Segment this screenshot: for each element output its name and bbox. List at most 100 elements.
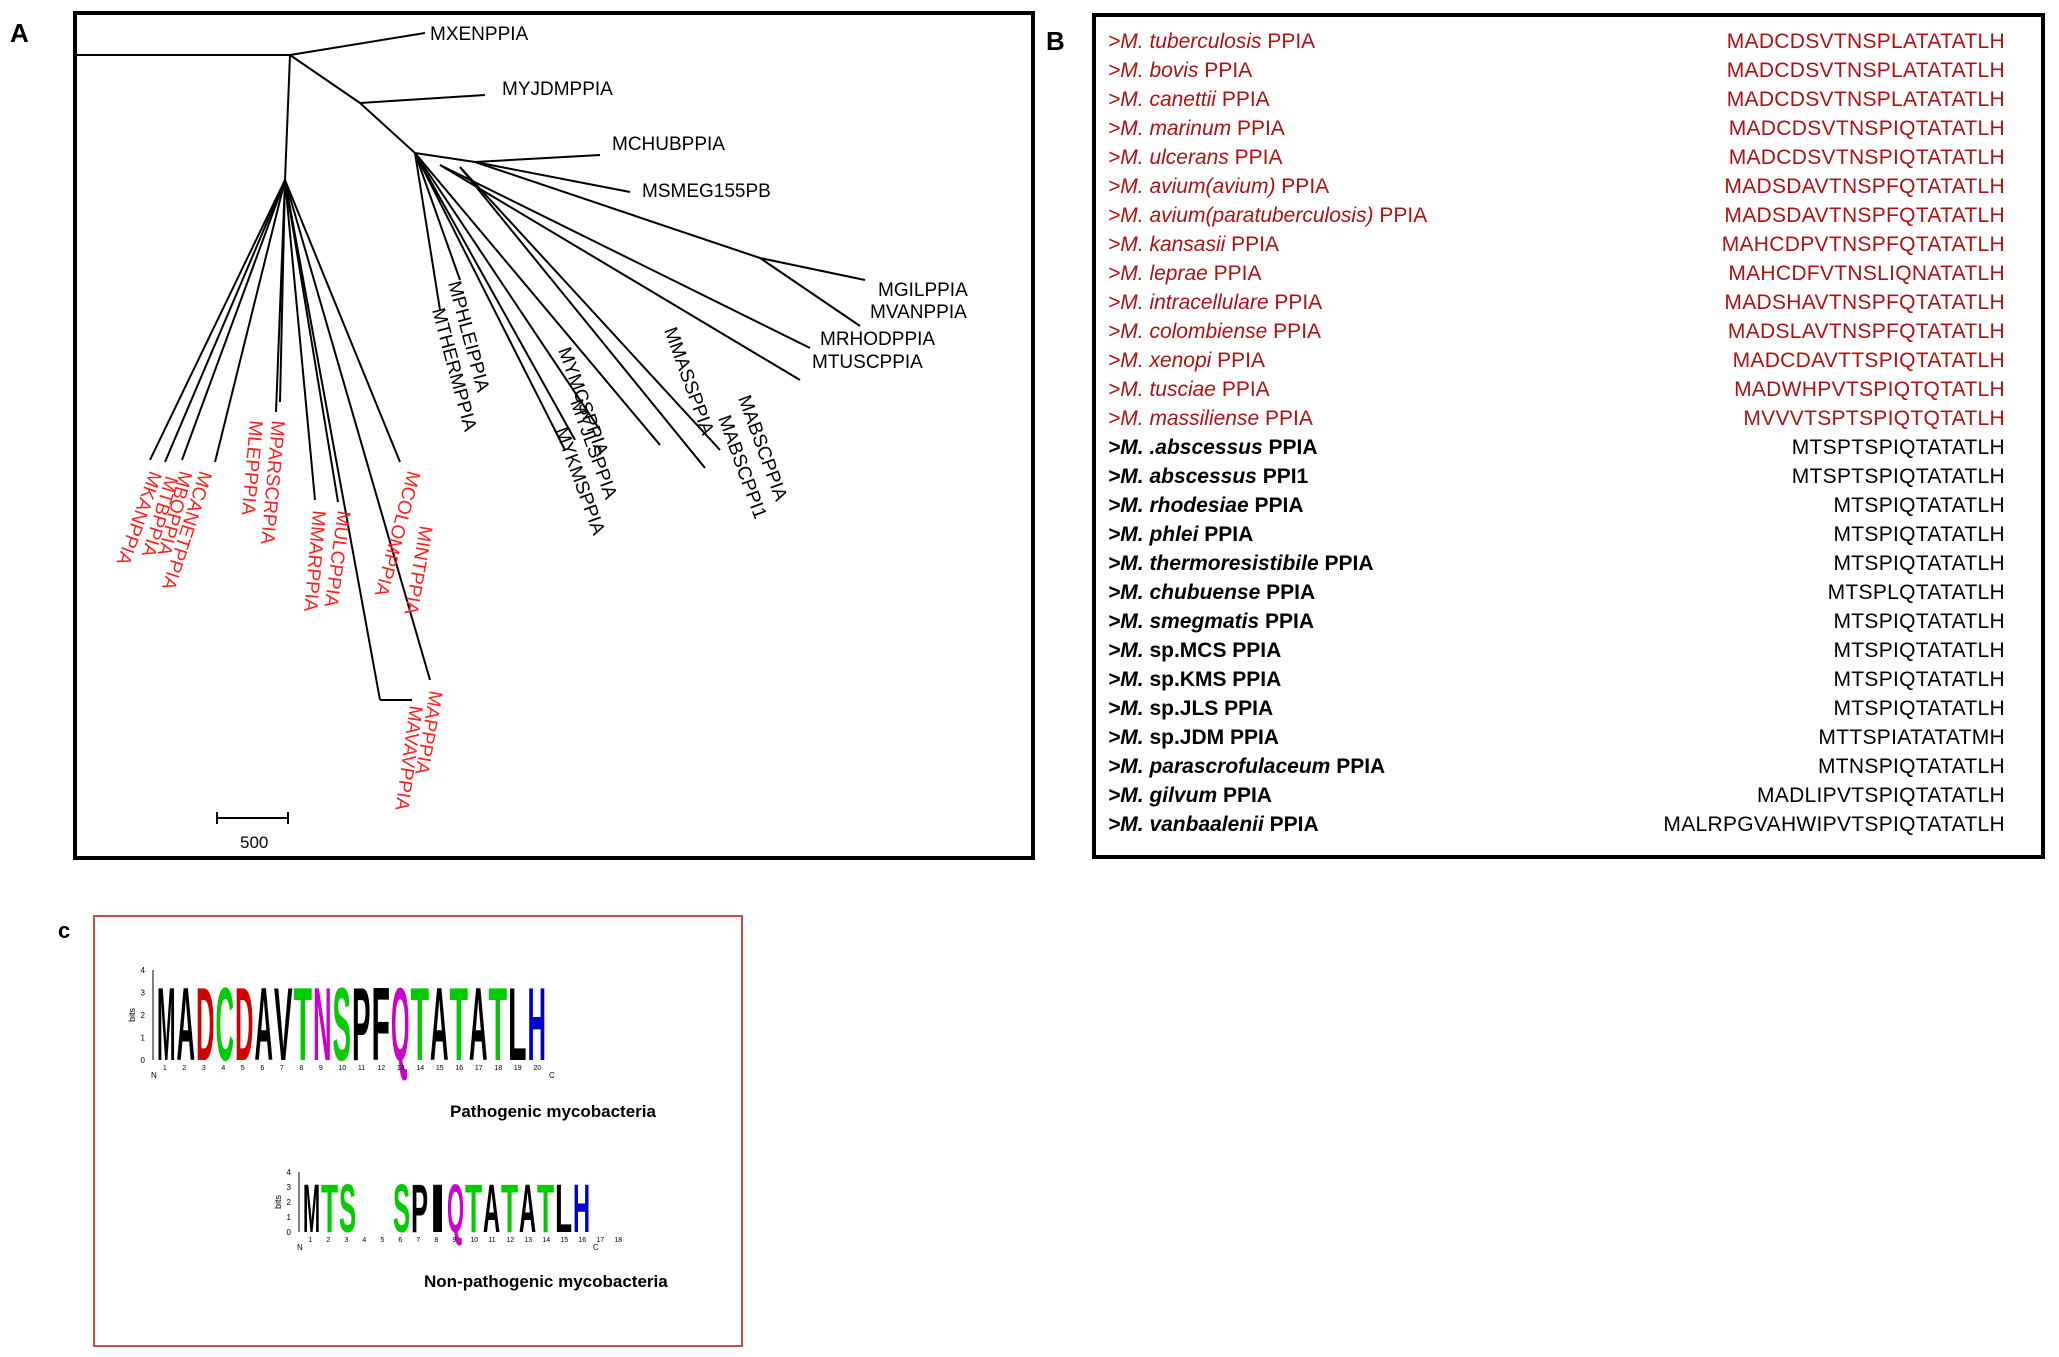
alignment-species-name: >M. avium(paratuberculosis) PPIA (1108, 204, 1428, 227)
tree-leaf-label: MVANPPIA (870, 302, 967, 323)
alignment-row: >M. ulcerans PPIA MADCDSVTNSPIQTATATLH (1108, 143, 2029, 172)
logo-position: 4 (362, 1237, 366, 1244)
logo-position: 8 (299, 1065, 303, 1072)
logo-position: 18 (614, 1237, 622, 1244)
logo-letter: A (519, 1170, 536, 1247)
alignment-sequence: MTSPIQTATATLH (1833, 668, 2005, 691)
logo-c-terminus: C (593, 1243, 599, 1252)
logo-letter: S (333, 966, 352, 1082)
alignment-species-name: >M. xenopi PPIA (1108, 349, 1266, 372)
alignment-row: >M. colombiense PPIA MADSLAVTNSPFQTATATLH (1108, 317, 2029, 346)
alignment-row: >M. sp.MCS PPIA MTSPIQTATATLH (1108, 636, 2029, 665)
alignment-row: >M. marinum PPIA MADCDSVTNSPIQTATATLH (1108, 114, 2029, 143)
alignment-sequence: MTNSPIQTATATLH (1818, 755, 2005, 778)
alignment-sequence: MADLIPVTSPIQTATATLH (1756, 784, 2005, 807)
alignment-sequence: MAHCDFVTNSLIQNATATLH (1728, 262, 2005, 285)
logo-position: 9 (319, 1065, 323, 1072)
logo-letter: Q (391, 966, 410, 1082)
logo-letter: H (573, 1170, 590, 1247)
logo-y-label: bits (127, 1008, 137, 1023)
alignment-sequence: MADCDSVTNSPIQTATATLH (1728, 146, 2005, 169)
alignment-species-name: >M. canettii PPIA (1108, 88, 1270, 111)
alignment-species-name: >M. rhodesiae PPIA (1108, 494, 1304, 517)
panel-label-a: A (10, 18, 29, 48)
logo-n-terminus: N (151, 1071, 157, 1080)
logo-position: 8 (434, 1237, 438, 1244)
alignment-sequence: MADSHAVTNSPFQTATATLH (1724, 291, 2005, 314)
logo-letter: T (294, 966, 313, 1082)
alignment-sequence: MTSPIQTATATLH (1833, 639, 2005, 662)
logo-position: 5 (380, 1237, 384, 1244)
alignment-species-name: >M. gilvum PPIA (1108, 784, 1272, 807)
logo-letter: C (216, 966, 235, 1082)
logo-position: 13 (397, 1065, 405, 1072)
logo-letter: N (313, 966, 332, 1082)
logo-position: 15 (560, 1237, 568, 1244)
logo-position: 10 (470, 1237, 478, 1244)
alignment-sequence: MTSPIQTATATLH (1833, 697, 2005, 720)
alignment-sequence: MADSLAVTNSPFQTATATLH (1727, 320, 2005, 343)
alignment-species-name: >M. leprae PPIA (1108, 262, 1262, 285)
logo-y-tick: 0 (141, 1056, 146, 1065)
tree-leaf-label: MSMEG155PB (642, 181, 771, 202)
alignment-sequence: MAHCDPVTNSPFQTATATLH (1721, 233, 2005, 256)
logo-letter: M (303, 1170, 320, 1247)
alignment-species-name: >M. avium(avium) PPIA (1108, 175, 1330, 198)
tree-leaf-label: MTUSCPPIA (812, 352, 923, 373)
logo-position: 17 (475, 1065, 483, 1072)
alignment-species-name: >M. thermoresistibile PPIA (1108, 552, 1374, 575)
logo-position: 7 (280, 1065, 284, 1072)
alignment-sequence: MVVVTSPTSPIQTQTATLH (1743, 407, 2005, 430)
alignment-sequence: MTSPIQTATATLH (1833, 494, 2005, 517)
alignment-sequence: MTSPIQTATATLH (1833, 552, 2005, 575)
alignment-row: >M. tusciae PPIA MADWHPVTSPIQTQTATLH (1108, 375, 2029, 404)
alignment-row: >M. sp.KMS PPIA MTSPIQTATATLH (1108, 665, 2029, 694)
alignment-row: >M. phlei PPIA MTSPIQTATATLH (1108, 520, 2029, 549)
logo-letter: T (537, 1170, 554, 1247)
alignment-species-name: >M. kansasii PPIA (1108, 233, 1280, 256)
alignment-row: >M. tuberculosis PPIA MADCDSVTNSPLATATATL… (1108, 27, 2029, 56)
logo-y-tick: 2 (141, 1011, 146, 1020)
logo-position: 6 (260, 1065, 264, 1072)
logo-letter: S (339, 1170, 356, 1247)
logo-letter: I (429, 1170, 446, 1247)
alignment-sequence: MADCDSVTNSPLATATATLH (1726, 59, 2005, 82)
logo-position: 19 (514, 1065, 522, 1072)
logo-y-tick: 2 (287, 1198, 292, 1207)
logo-position: 6 (398, 1237, 402, 1244)
alignment-species-name: >M. chubuense PPIA (1108, 581, 1316, 604)
alignment-row: >M. avium(avium) PPIA MADSDAVTNSPFQTATATL… (1108, 172, 2029, 201)
alignment-row: >M. .abscessus PPIA MTSPTSPIQTATATLH (1108, 433, 2029, 462)
alignment-sequence: MTTSPIATATATMH (1818, 726, 2005, 749)
logo-letter: S (393, 1170, 410, 1247)
logo-letter: A (469, 966, 488, 1082)
alignment-row: >M. rhodesiae PPIA MTSPIQTATATLH (1108, 491, 2029, 520)
logo-letter: P (352, 966, 371, 1082)
alignment-species-name: >M. marinum PPIA (1108, 117, 1285, 140)
logo-position: 11 (358, 1065, 365, 1072)
logo-position: 3 (202, 1065, 206, 1072)
logo-y-tick: 1 (287, 1213, 292, 1222)
tree-leaf-label: MRHODPPIA (820, 329, 935, 350)
alignment-row: >M. bovis PPIA MADCDSVTNSPLATATATLH (1108, 56, 2029, 85)
alignment-row: >M. vanbaalenii PPIA MALRPGVAHWIPVTSPIQTA… (1108, 810, 2029, 839)
logo-letter: A (430, 966, 449, 1082)
alignment-sequence: MTSPIQTATATLH (1833, 610, 2005, 633)
logo-position: 14 (416, 1065, 424, 1072)
alignment-sequence: MTSPIQTATATLH (1833, 523, 2005, 546)
logo-letter: D (196, 966, 215, 1082)
logo-y-tick: 0 (287, 1228, 292, 1237)
alignment-sequence: MALRPGVAHWIPVTSPIQTATATLH (1663, 813, 2005, 836)
logo-letter: F (372, 966, 391, 1082)
logo-position: 20 (533, 1065, 541, 1072)
logo-letter: Q (447, 1170, 464, 1247)
alignment-sequence: MTSPLQTATATLH (1827, 581, 2005, 604)
alignment-row: >M. xenopi PPIA MADCDAVTTSPIQTATATLH (1108, 346, 2029, 375)
logo-position: 13 (524, 1237, 532, 1244)
alignment-species-name: >M. sp.KMS PPIA (1108, 668, 1282, 691)
logo-letter: V (274, 966, 293, 1082)
logo-position: 16 (455, 1065, 463, 1072)
alignment-species-name: >M. smegmatis PPIA (1108, 610, 1315, 633)
alignment-species-name: >M. ulcerans PPIA (1108, 146, 1283, 169)
